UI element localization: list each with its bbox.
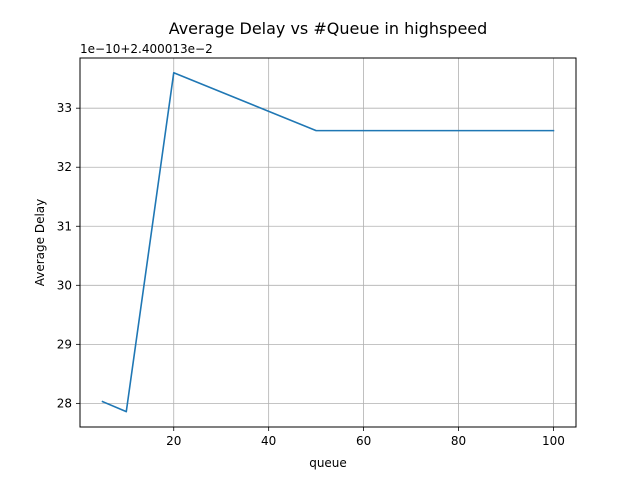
x-tick-label: 20	[166, 434, 181, 448]
y-tick-label: 33	[57, 101, 72, 115]
chart-title: Average Delay vs #Queue in highspeed	[169, 19, 488, 38]
plot-area-frame	[79, 57, 577, 428]
y-axis-offset-label: 1e−10+2.400013e−2	[80, 42, 213, 56]
y-axis-label: Average Delay	[33, 199, 47, 287]
x-tick-label: 60	[356, 434, 371, 448]
y-tick-label: 29	[57, 337, 72, 351]
data-series	[101, 71, 555, 413]
y-tick-label: 30	[57, 278, 72, 292]
x-tick-label: 80	[451, 434, 466, 448]
x-axis-label: queue	[309, 456, 347, 470]
y-tick-label: 32	[57, 160, 72, 174]
x-tick-label: 40	[261, 434, 276, 448]
y-tick-label: 28	[57, 396, 72, 410]
y-tick-label: 31	[57, 219, 72, 233]
grid-lines	[80, 58, 576, 427]
series-line	[101, 71, 555, 413]
axis-ticks: 20 40 60 80 100 28 29 30 31 32 33	[57, 101, 565, 448]
x-tick-label: 100	[542, 434, 565, 448]
